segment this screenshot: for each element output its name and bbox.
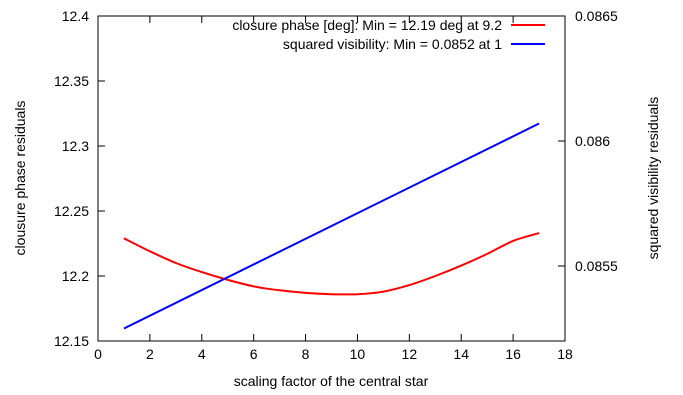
tick-labels: 0 2 4 6 8 10 12 14 16 18 12.15 12.2 12.25 12.3 12.35 12…: [54, 8, 618, 362]
x-tick-label: 4: [198, 346, 206, 362]
x-tick-label: 14: [453, 346, 469, 362]
series-lines: [123, 122, 540, 330]
x-axis-label: scaling factor of the central star: [234, 373, 429, 389]
y-tick-label: 12.4: [62, 8, 89, 24]
x-tick-label: 2: [146, 346, 154, 362]
y2-tick-label: 0.086: [575, 133, 610, 149]
x-tick-label: 6: [250, 346, 258, 362]
y2-tick-label: 0.0865: [575, 8, 618, 24]
x-tick-label: 16: [505, 346, 521, 362]
y-tick-label: 12.2: [62, 268, 89, 284]
x-tick-label: 0: [94, 346, 102, 362]
y-tick-label: 12.35: [54, 73, 89, 89]
y-axis-label: clousure phase residuals: [12, 101, 28, 256]
legend-label-closure-phase: closure phase [deg]: Min = 12.19 deg at …: [232, 17, 502, 33]
series-line-closure-phase: [123, 232, 540, 296]
legend: closure phase [deg]: Min = 12.19 deg at …: [232, 17, 545, 52]
x-tick-label: 10: [350, 346, 366, 362]
y2-axis-label: squared visibility residuals: [645, 97, 661, 260]
x-tick-label: 12: [402, 346, 418, 362]
x-tick-label: 8: [302, 346, 310, 362]
y2-tick-label: 0.0855: [575, 258, 618, 274]
x-tick-label: 18: [557, 346, 573, 362]
ticks: [97, 15, 566, 342]
legend-label-squared-visibility: squared visibility: Min = 0.0852 at 1: [283, 36, 502, 52]
plot-frame: [97, 15, 566, 342]
y-tick-label: 12.15: [54, 333, 89, 349]
series-line-squared-visibility: [123, 122, 540, 330]
y-tick-label: 12.3: [62, 138, 89, 154]
y-tick-label: 12.25: [54, 203, 89, 219]
